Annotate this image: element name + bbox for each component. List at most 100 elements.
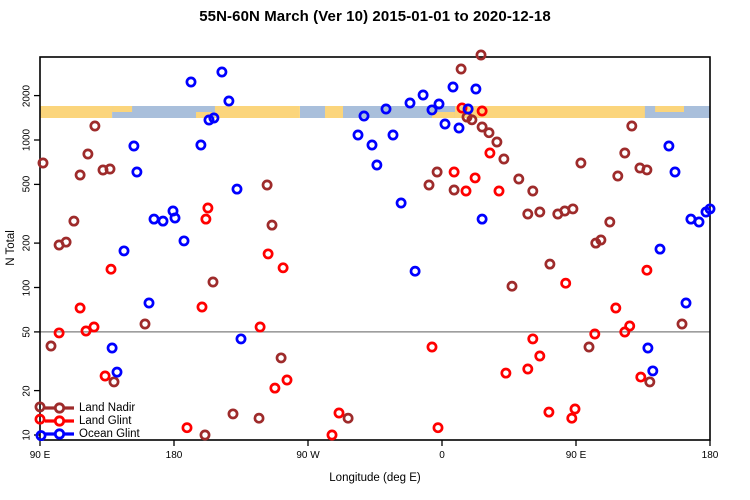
y-tick-label: 50 [21,326,33,338]
legend-label-land-glint: Land Glint [79,415,132,427]
data-point-land-glint [326,429,338,441]
data-point-land-glint [74,302,86,314]
map-band-overlay-land [655,106,684,112]
data-point-ocean-glint [35,430,47,442]
data-point-ocean-glint [128,140,140,152]
x-tick-label: 180 [701,450,719,461]
data-point-ocean-glint [426,104,438,116]
data-point-land-glint [181,422,193,434]
data-point-land-nadir [199,429,211,441]
data-point-land-glint [426,341,438,353]
data-point-land-nadir [227,408,239,420]
data-point-land-glint [196,301,208,313]
data-point-land-nadir [626,120,638,132]
data-point-ocean-glint [663,140,675,152]
data-point-ocean-glint [157,215,169,227]
data-point-ocean-glint [185,76,197,88]
data-point-land-glint [500,367,512,379]
data-point-ocean-glint [366,139,378,151]
data-point-ocean-glint [148,213,160,225]
data-point-land-nadir [483,127,495,139]
map-band-segment-land [325,106,343,118]
data-point-land-glint [493,185,505,197]
data-point-ocean-glint [476,213,488,225]
map-band-segment-ocean [300,106,325,118]
data-point-ocean-glint [111,366,123,378]
data-point-land-nadir [266,219,278,231]
map-band-segment-land [40,106,113,118]
data-point-land-glint [610,302,622,314]
data-point-land-glint [476,105,488,117]
data-point-land-nadir [641,164,653,176]
data-point-land-glint [456,102,468,114]
data-point-land-nadir [534,206,546,218]
data-point-ocean-glint [208,112,220,124]
data-point-land-nadir [476,121,488,133]
data-point-land-nadir [261,179,273,191]
data-point-land-glint [641,264,653,276]
data-point-land-nadir [37,157,49,169]
data-point-ocean-glint [143,297,155,309]
x-tick-label: 90 E [565,450,587,461]
data-point-land-glint [543,406,555,418]
y-tick-label: 100 [21,279,33,296]
data-point-land-nadir [423,179,435,191]
data-point-ocean-glint [106,342,118,354]
data-point-land-nadir [498,153,510,165]
data-point-land-nadir [455,63,467,75]
legend-label-ocean-glint: Ocean Glint [79,428,140,440]
legend-marker-icon [53,415,66,427]
y-tick-label: 500 [21,176,33,193]
map-band-overlay-land [112,106,133,112]
data-point-land-nadir [207,276,219,288]
data-point-ocean-glint [387,129,399,141]
data-point-land-nadir [108,376,120,388]
data-point-land-nadir [342,412,354,424]
data-point-ocean-glint [642,342,654,354]
data-point-ocean-glint [654,243,666,255]
y-tick-label: 10 [21,429,33,441]
data-point-land-nadir [612,170,624,182]
data-point-land-nadir [74,169,86,181]
data-point-land-nadir [466,114,478,126]
data-point-land-glint [281,374,293,386]
data-point-land-nadir [253,412,265,424]
data-point-land-glint [99,370,111,382]
data-point-land-nadir [513,173,525,185]
data-point-land-nadir [68,215,80,227]
x-tick-label: 90 E [29,450,51,461]
data-point-ocean-glint [409,265,421,277]
data-point-land-nadir [527,185,539,197]
data-point-land-glint [254,321,266,333]
data-point-land-glint [262,248,274,260]
data-point-land-glint [202,202,214,214]
data-point-land-nadir [567,203,579,215]
legend-label-land-nadir: Land Nadir [79,402,136,414]
x-tick-label: 90 W [296,450,320,461]
data-point-ocean-glint [439,118,451,130]
data-point-ocean-glint [647,365,659,377]
data-point-ocean-glint [693,216,705,228]
legend-marker-icon [53,402,66,414]
data-point-land-nadir [583,341,595,353]
data-point-land-glint [200,213,212,225]
data-point-ocean-glint [704,203,716,215]
x-tick-label: 180 [165,450,183,461]
data-point-ocean-glint [371,159,383,171]
data-point-land-glint [88,321,100,333]
y-tick-label: 20 [21,385,33,397]
data-point-land-glint [469,172,481,184]
chart-title: 55N-60N March (Ver 10) 2015-01-01 to 202… [199,8,551,25]
data-point-land-nadir [619,147,631,159]
data-point-ocean-glint [453,122,465,134]
data-point-land-glint [460,185,472,197]
data-point-ocean-glint [470,83,482,95]
data-point-land-nadir [604,216,616,228]
data-point-land-nadir [522,208,534,220]
data-point-ocean-glint [395,197,407,209]
data-point-land-glint [522,363,534,375]
data-point-ocean-glint [223,95,235,107]
data-point-land-glint [589,328,601,340]
data-point-land-nadir [34,401,46,413]
